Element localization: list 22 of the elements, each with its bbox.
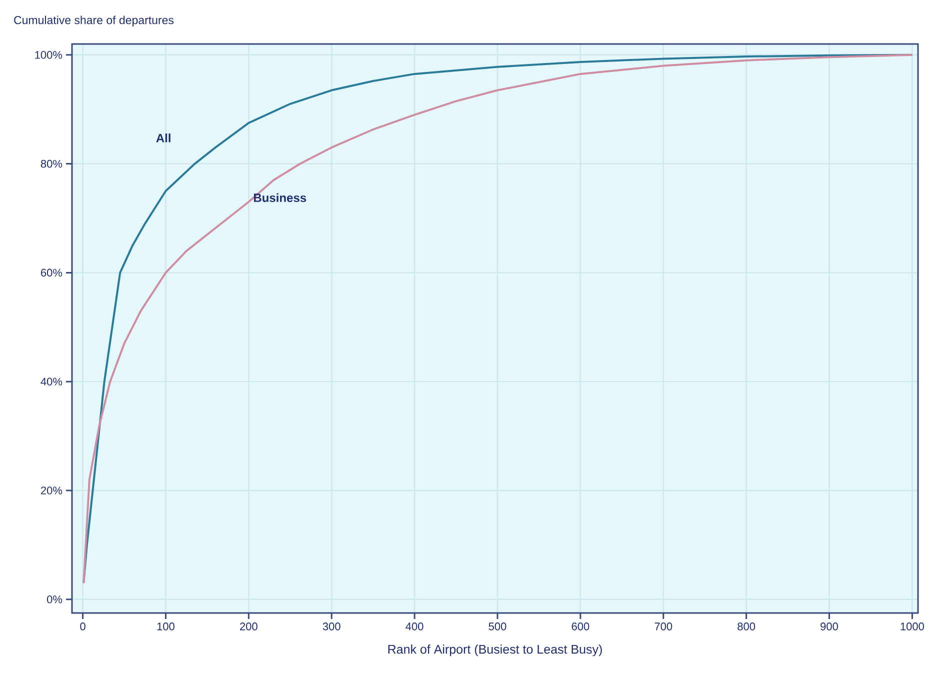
- series-label: Business: [254, 193, 306, 202]
- y-tick-label: 60%: [41, 268, 62, 277]
- x-tick-label: 800: [738, 622, 756, 630]
- x-tick-label: 500: [488, 622, 506, 630]
- y-tick-label: 80%: [40, 160, 62, 168]
- y-tick-label: 40%: [40, 378, 62, 386]
- x-tick-label: 0: [80, 622, 86, 630]
- text: All: [156, 134, 170, 142]
- x-tick-label: 100: [157, 622, 174, 630]
- x-tick-label: 600: [572, 622, 590, 630]
- y-tick-label: 100%: [35, 51, 62, 59]
- x-tick-label: 1000: [900, 622, 924, 630]
- x-tick-label: 900: [820, 622, 838, 630]
- x-tick-label: 700: [654, 622, 672, 630]
- line-series: [82, 54, 914, 584]
- y-tick-label: 20%: [41, 486, 62, 494]
- x-axis-title: Rank of Airport (Busiest to Least Busy): [388, 644, 602, 656]
- y-axis-title: Cumulative share of departures: [14, 16, 174, 26]
- x-tick-label: 300: [322, 622, 340, 630]
- x-tick-label: 400: [406, 622, 424, 630]
- x-tick-label: 200: [240, 622, 258, 630]
- y-tick-label: 0%: [46, 596, 62, 604]
